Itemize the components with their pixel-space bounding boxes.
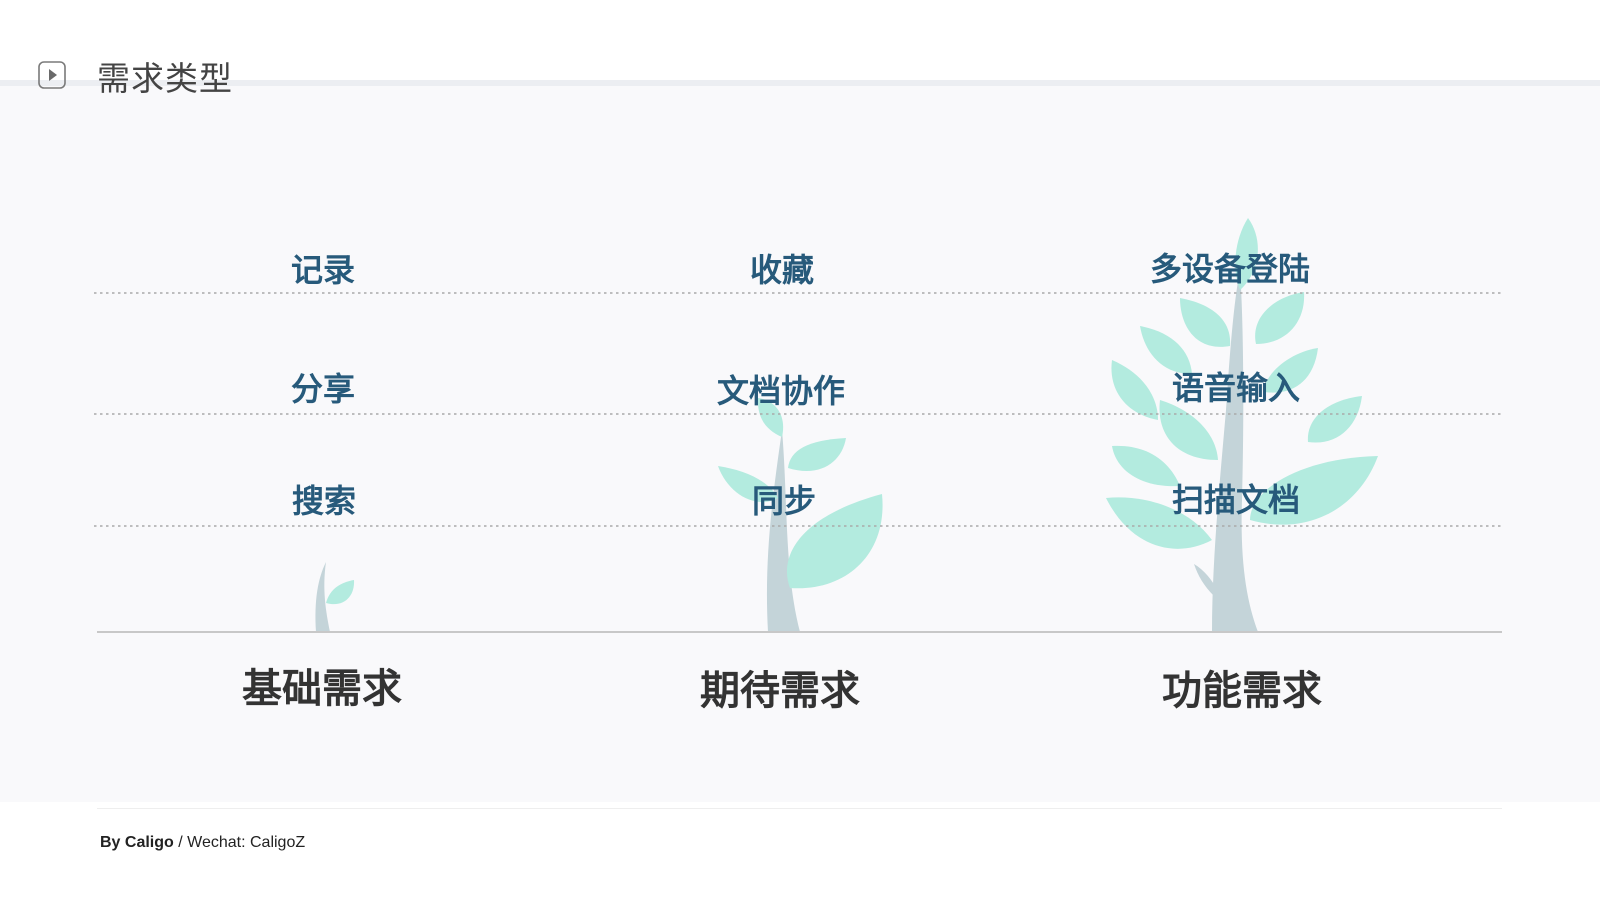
item-label-scan-doc: 扫描文档 [1171,481,1301,519]
footer-divider [97,808,1502,809]
tree-illustration [1106,218,1378,632]
item-label-multi-device: 多设备登陆 [1149,250,1311,288]
item-label-share: 分享 [290,370,356,408]
sapling-illustration [718,398,883,632]
item-label-record: 记录 [290,251,356,289]
sprout-illustration [315,562,355,632]
footer-author: By Caligo [100,834,174,851]
category-label-functional: 功能需求 [1162,668,1322,714]
category-label-basic: 基础需求 [242,666,402,712]
content-area [0,86,1600,802]
header-divider [0,80,1600,86]
page-title: 需求类型 [97,59,233,98]
category-label-expected: 期待需求 [700,668,860,714]
play-icon[interactable] [38,61,66,89]
item-label-doc-collab: 文档协作 [716,372,846,410]
item-label-voice-input: 语音输入 [1171,369,1301,407]
header-bar [0,0,1600,82]
footer-contact: Wechat: CaligoZ [187,834,306,851]
item-label-sync: 同步 [751,482,817,520]
footer-credit: By Caligo / Wechat: CaligoZ [100,834,305,852]
footer-separator: / [173,834,188,851]
item-label-favorite: 收藏 [749,251,815,289]
item-label-search: 搜索 [291,482,357,520]
